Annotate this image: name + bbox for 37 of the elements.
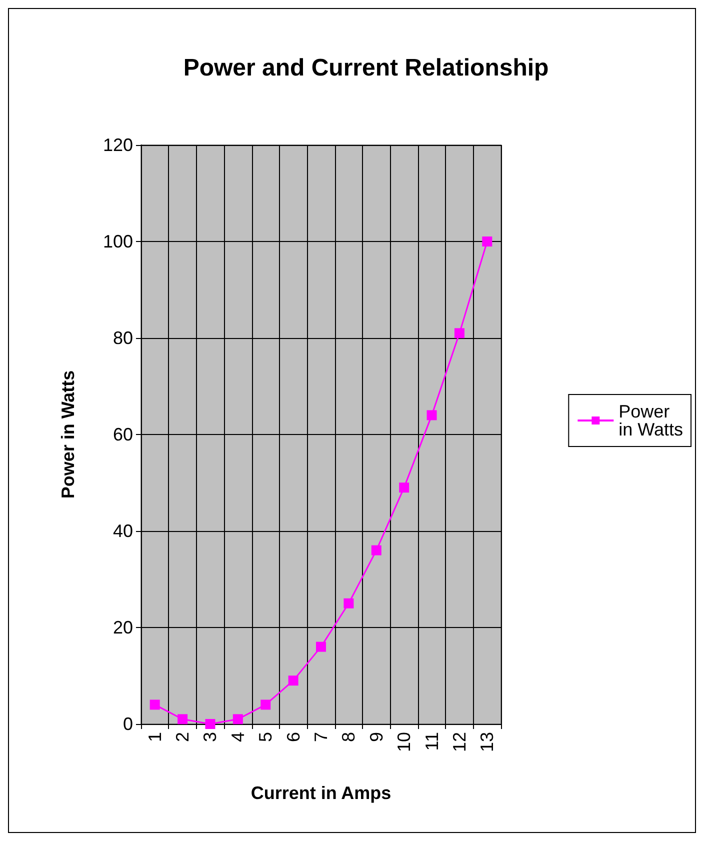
point	[232, 714, 243, 724]
x-tick-label: 13	[477, 732, 498, 752]
point	[426, 410, 437, 420]
x-tick-label: 10	[394, 732, 414, 752]
point	[260, 700, 271, 710]
x-tick-label: 2	[172, 732, 193, 742]
y-tick-label: 60	[112, 424, 133, 444]
x-tick-label: 5	[256, 732, 276, 742]
x-tick-label: 3	[200, 732, 220, 742]
x-tick-label: 11	[422, 732, 442, 751]
y-tick-label: 100	[102, 232, 133, 252]
x-tick-label: 6	[283, 732, 304, 742]
point	[316, 642, 326, 652]
x-tick-label: 8	[338, 732, 359, 742]
legend-label: Power in Watts	[618, 402, 684, 440]
x-tick-label: 9	[366, 732, 386, 742]
x-tick-label: 1	[144, 732, 165, 742]
point	[344, 598, 354, 608]
point	[454, 328, 464, 338]
point	[150, 700, 160, 710]
y-tick-label: 120	[102, 135, 133, 155]
x-axis-title: Current in Amps	[250, 783, 392, 803]
y-tick-label: 0	[122, 714, 133, 734]
chart-title: Power and Current Relationship	[183, 54, 549, 82]
point	[178, 714, 188, 724]
point	[371, 545, 382, 556]
point	[205, 719, 216, 729]
x-tick-label: 7	[311, 732, 331, 742]
y-tick-label: 20	[112, 618, 133, 638]
point	[399, 482, 410, 493]
y-tick-label: 80	[112, 328, 133, 348]
x-tick-label: 4	[228, 732, 248, 742]
point	[288, 676, 298, 686]
y-axis-title: Power in Watts	[58, 370, 78, 499]
x-tick-label: 12	[449, 732, 470, 752]
y-tick-label: 40	[112, 521, 133, 541]
point	[482, 236, 492, 246]
